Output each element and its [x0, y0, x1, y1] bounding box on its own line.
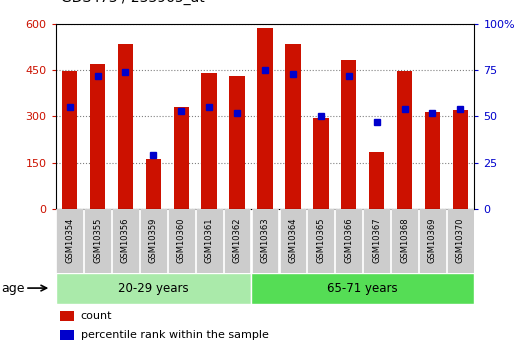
- Bar: [425, 111, 440, 209]
- Bar: [447, 209, 474, 273]
- Bar: [258, 28, 272, 209]
- Bar: [369, 152, 384, 209]
- Bar: [56, 273, 251, 304]
- Text: GSM10362: GSM10362: [233, 218, 242, 263]
- Text: GSM10369: GSM10369: [428, 218, 437, 263]
- Bar: [112, 209, 139, 273]
- Text: GSM10365: GSM10365: [316, 218, 325, 263]
- Text: GSM10354: GSM10354: [65, 218, 74, 263]
- Bar: [285, 45, 301, 209]
- Text: 65-71 years: 65-71 years: [328, 282, 398, 295]
- Bar: [335, 209, 362, 273]
- Bar: [252, 209, 278, 273]
- Bar: [397, 71, 412, 209]
- Bar: [62, 71, 77, 209]
- Text: GSM10368: GSM10368: [400, 218, 409, 264]
- Text: GSM10363: GSM10363: [261, 218, 269, 264]
- Bar: [279, 209, 306, 273]
- Bar: [60, 311, 75, 321]
- Bar: [168, 209, 195, 273]
- Bar: [174, 107, 189, 209]
- Text: GSM10366: GSM10366: [344, 218, 353, 264]
- Text: GSM10359: GSM10359: [149, 218, 158, 263]
- Bar: [391, 209, 418, 273]
- Text: count: count: [81, 311, 112, 321]
- Text: age: age: [2, 282, 25, 295]
- Text: 20-29 years: 20-29 years: [118, 282, 189, 295]
- Bar: [90, 63, 105, 209]
- Bar: [453, 110, 468, 209]
- Bar: [224, 209, 251, 273]
- Text: GSM10370: GSM10370: [456, 218, 465, 263]
- Bar: [84, 209, 111, 273]
- Bar: [146, 159, 161, 209]
- Bar: [341, 60, 356, 209]
- Bar: [56, 209, 83, 273]
- Bar: [140, 209, 167, 273]
- Bar: [201, 73, 217, 209]
- Bar: [419, 209, 446, 273]
- Text: percentile rank within the sample: percentile rank within the sample: [81, 330, 269, 340]
- Bar: [307, 209, 334, 273]
- Text: GSM10355: GSM10355: [93, 218, 102, 263]
- Bar: [196, 209, 223, 273]
- Bar: [229, 76, 245, 209]
- Text: GDS473 / 233965_at: GDS473 / 233965_at: [61, 0, 205, 5]
- Text: GSM10364: GSM10364: [288, 218, 297, 263]
- Bar: [118, 43, 133, 209]
- Text: GSM10367: GSM10367: [372, 218, 381, 264]
- Bar: [363, 209, 390, 273]
- Text: GSM10361: GSM10361: [205, 218, 214, 263]
- Text: GSM10360: GSM10360: [177, 218, 186, 263]
- Text: GSM10356: GSM10356: [121, 218, 130, 263]
- Bar: [251, 273, 474, 304]
- Bar: [60, 330, 75, 339]
- Bar: [313, 118, 329, 209]
